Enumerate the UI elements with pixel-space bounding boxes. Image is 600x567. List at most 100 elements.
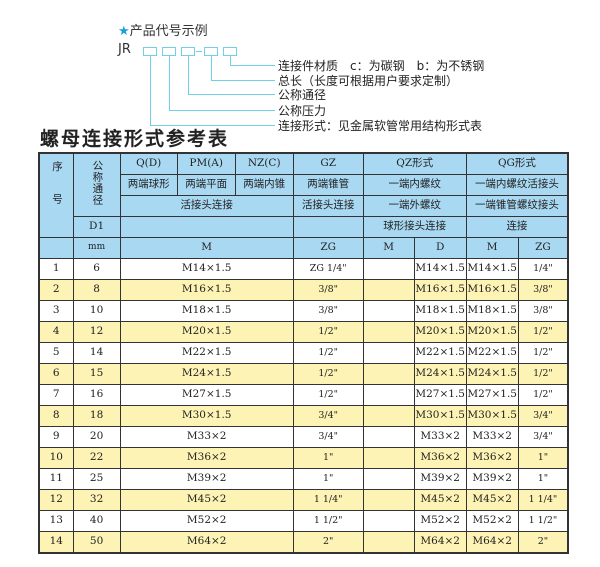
qz-m-header: M bbox=[362, 237, 415, 259]
qg-desc1: 一端内螺纹活接头 bbox=[465, 174, 569, 196]
cell-qg-m: M20×1.5 bbox=[465, 321, 519, 343]
cell-qz-m bbox=[362, 489, 415, 511]
d1-header: D1 bbox=[72, 216, 121, 238]
cell-qz-d: M16×1.5 bbox=[413, 279, 467, 301]
cell-qz-d: M22×1.5 bbox=[413, 342, 467, 364]
cell-dn: 6 bbox=[72, 258, 121, 280]
connector-line bbox=[188, 94, 275, 95]
table-row: 5 14 M22×1.5 1/2" M22×1.5 M22×1.5 1/2" bbox=[38, 342, 569, 364]
cell-qz-m bbox=[362, 405, 415, 427]
cell-no: 13 bbox=[38, 510, 74, 532]
cell-dn: 22 bbox=[72, 447, 121, 469]
connector-line bbox=[150, 56, 151, 125]
star-icon: ★ bbox=[118, 24, 130, 39]
cell-qg-m: M24×1.5 bbox=[465, 363, 519, 385]
empty bbox=[292, 216, 364, 238]
cell-m: M22×1.5 bbox=[119, 342, 294, 364]
cell-qz-m bbox=[362, 426, 415, 448]
label-pressure: 公称压力 bbox=[278, 104, 327, 118]
cell-qz-d: M39×2 bbox=[413, 468, 467, 490]
cell-gz: 1 1/2" bbox=[292, 510, 364, 532]
gz-desc: 两端锥管 bbox=[292, 174, 364, 196]
cell-dn: 16 bbox=[72, 384, 121, 406]
cell-dn: 10 bbox=[72, 300, 121, 322]
label-length: 总长（长度可根据用户要求定制） bbox=[278, 74, 459, 88]
dn-header: 公称通径 bbox=[72, 152, 121, 217]
dn-header-text: 公称通径 bbox=[91, 160, 104, 207]
cell-qg-zg: 1" bbox=[517, 447, 569, 469]
cell-m: M24×1.5 bbox=[119, 363, 294, 385]
cell-dn: 32 bbox=[72, 489, 121, 511]
cell-no: 14 bbox=[38, 531, 74, 554]
qd-desc: 两端球形 bbox=[119, 174, 178, 196]
table-row: 9 20 M33×2 3/4" M33×2 M33×2 3/4" bbox=[38, 426, 569, 448]
empty bbox=[119, 216, 294, 238]
cell-qg-zg: 1 1/4" bbox=[517, 489, 569, 511]
cell-m: M45×2 bbox=[119, 489, 294, 511]
cell-no: 3 bbox=[38, 300, 74, 322]
cell-qg-zg: 1/2" bbox=[517, 342, 569, 364]
cell-dn: 20 bbox=[72, 426, 121, 448]
nut-connection-table: 序号 公称通径 Q(D) PM(A) NZ(C) GZ QZ形式 QG形式 两端… bbox=[38, 152, 570, 554]
cell-qg-zg: 3/8" bbox=[517, 300, 569, 322]
cell-dn: 15 bbox=[72, 363, 121, 385]
table-row: 8 18 M30×1.5 3/4" M30×1.5 M30×1.5 3/4" bbox=[38, 405, 569, 427]
seq-header: 序号 bbox=[38, 152, 74, 238]
cell-gz: 3/8" bbox=[292, 279, 364, 301]
cell-qz-d: M24×1.5 bbox=[413, 363, 467, 385]
table-row: 4 12 M20×1.5 1/2" M20×1.5 M20×1.5 1/2" bbox=[38, 321, 569, 343]
cell-m: M27×1.5 bbox=[119, 384, 294, 406]
cell-m: M33×2 bbox=[119, 426, 294, 448]
cell-qg-m: M14×1.5 bbox=[465, 258, 519, 280]
cell-gz: 3/8" bbox=[292, 300, 364, 322]
cell-dn: 12 bbox=[72, 321, 121, 343]
cell-gz: 1/2" bbox=[292, 321, 364, 343]
cell-qg-m: M27×1.5 bbox=[465, 384, 519, 406]
cell-qz-m bbox=[362, 342, 415, 364]
cell-qg-m: M16×1.5 bbox=[465, 279, 519, 301]
nz-desc: 两端内锥 bbox=[234, 174, 294, 196]
cell-qg-m: M64×2 bbox=[465, 531, 519, 554]
cell-qz-d: M33×2 bbox=[413, 426, 467, 448]
cell-qg-zg: 3/8" bbox=[517, 279, 569, 301]
cell-qg-m: M39×2 bbox=[465, 468, 519, 490]
label-connection: 连接形式：见金属软管常用结构形式表 bbox=[278, 119, 483, 133]
conn-desc: 活接头连接 bbox=[119, 195, 294, 217]
connector-line bbox=[150, 125, 275, 126]
cell-qg-m: M52×2 bbox=[465, 510, 519, 532]
cell-dn: 40 bbox=[72, 510, 121, 532]
cell-no: 1 bbox=[38, 258, 74, 280]
cell-gz: 1/2" bbox=[292, 384, 364, 406]
cell-qg-zg: 1" bbox=[517, 468, 569, 490]
cell-gz: 1/2" bbox=[292, 342, 364, 364]
table-row: 11 25 M39×2 1" M39×2 M39×2 1" bbox=[38, 468, 569, 490]
table-title: 螺母连接形式参考表 bbox=[40, 128, 230, 150]
nz-header: NZ(C) bbox=[234, 152, 294, 175]
label-diameter: 公称通径 bbox=[278, 88, 327, 102]
qg-m-header: M bbox=[465, 237, 519, 259]
cell-m: M36×2 bbox=[119, 447, 294, 469]
gz-conn: 活接头连接 bbox=[292, 195, 364, 217]
connector-line bbox=[188, 56, 189, 94]
dash bbox=[196, 51, 202, 52]
code-box bbox=[162, 47, 176, 56]
qz-desc3: 球形接头连接 bbox=[362, 216, 467, 238]
cell-m: M16×1.5 bbox=[119, 279, 294, 301]
cell-m: M30×1.5 bbox=[119, 405, 294, 427]
cell-no: 10 bbox=[38, 447, 74, 469]
cell-qz-m bbox=[362, 468, 415, 490]
code-box bbox=[223, 47, 237, 56]
cell-gz: 1" bbox=[292, 468, 364, 490]
cell-m: M20×1.5 bbox=[119, 321, 294, 343]
table-row: 7 16 M27×1.5 1/2" M27×1.5 M27×1.5 1/2" bbox=[38, 384, 569, 406]
cell-qg-zg: 3/4" bbox=[517, 426, 569, 448]
cell-m: M64×2 bbox=[119, 531, 294, 554]
cell-dn: 18 bbox=[72, 405, 121, 427]
code-prefix: JR bbox=[118, 42, 131, 57]
table-row: 14 50 M64×2 2" M64×2 M64×2 2" bbox=[38, 531, 569, 554]
qg-header: QG形式 bbox=[465, 152, 569, 175]
cell-qz-m bbox=[362, 531, 415, 554]
cell-qz-m bbox=[362, 279, 415, 301]
cell-no: 6 bbox=[38, 363, 74, 385]
connector-line bbox=[230, 65, 275, 66]
